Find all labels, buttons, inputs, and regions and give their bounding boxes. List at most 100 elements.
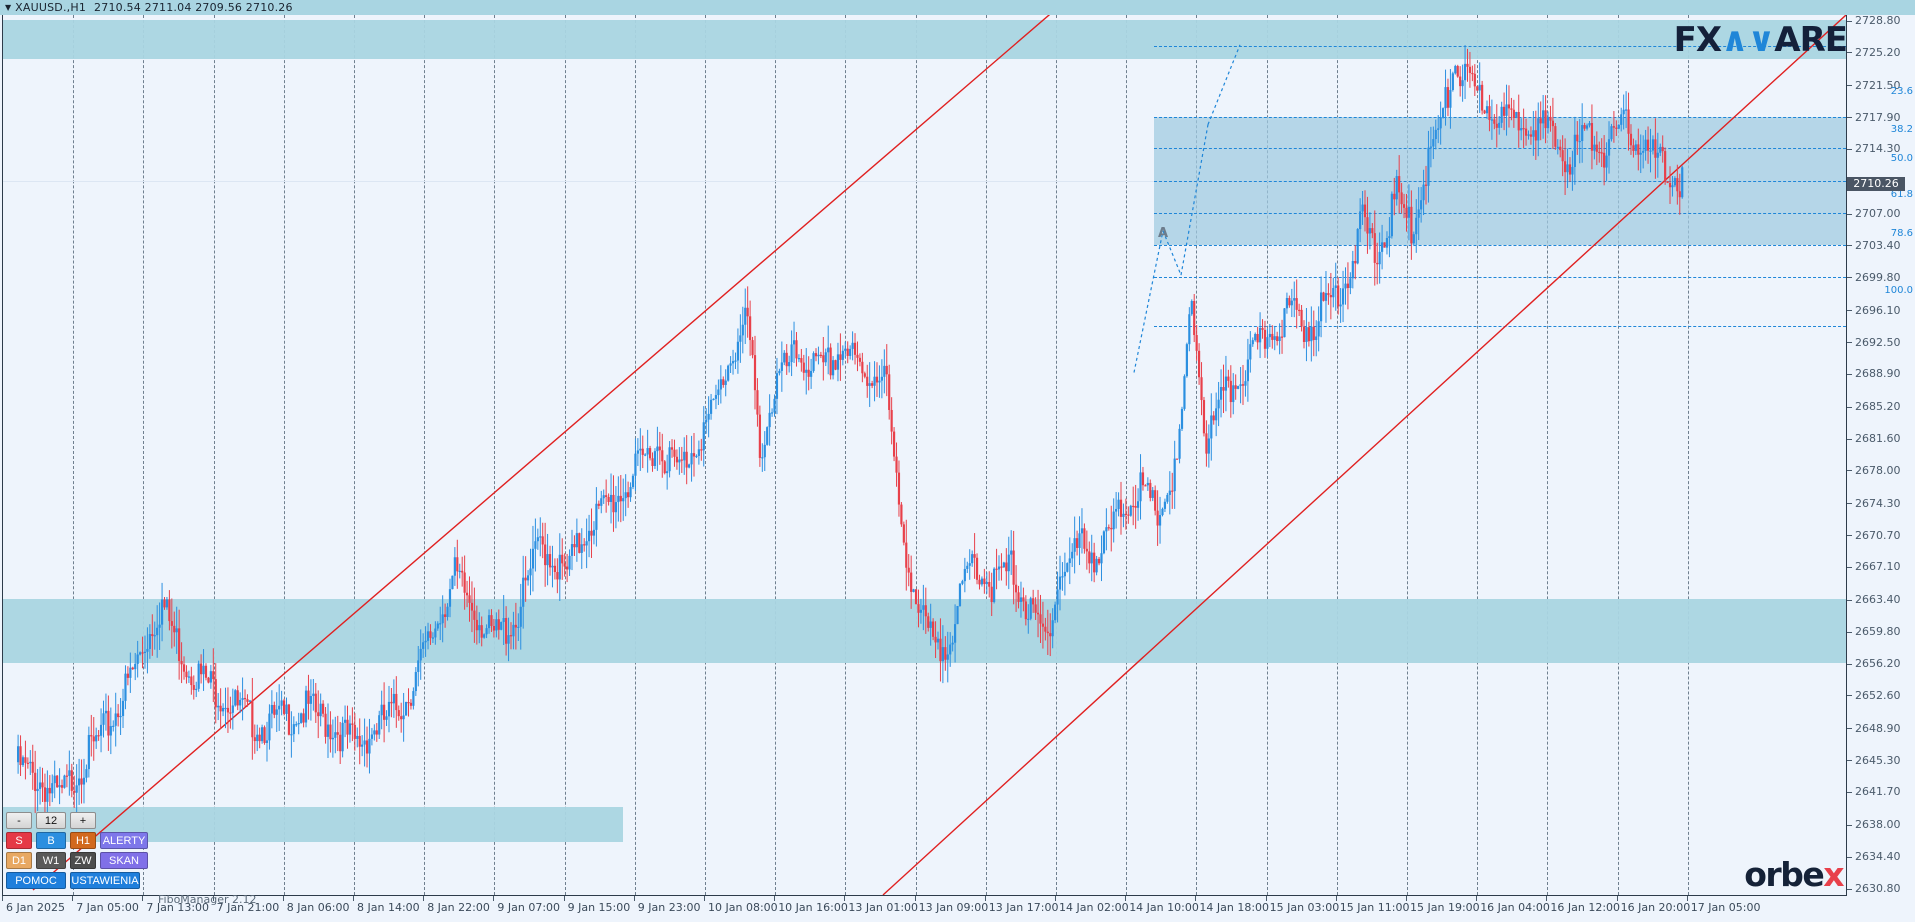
candle-body — [112, 725, 115, 728]
time-tick-mark — [563, 896, 565, 901]
candle-body — [1332, 288, 1335, 298]
candle-body — [31, 761, 34, 773]
time-axis[interactable]: 6 Jan 2025 7 Jan 05:00 7 Jan 13:00 7 Jan 21… — [0, 896, 1915, 922]
candle-body — [988, 581, 991, 587]
candle-body — [878, 380, 881, 383]
candle-body — [1329, 295, 1332, 298]
buy-button[interactable]: B — [36, 832, 66, 849]
candle-body — [995, 568, 998, 570]
candle-body — [1483, 110, 1486, 114]
candle-body — [392, 693, 395, 704]
candle-body — [60, 785, 64, 788]
candle-body — [1563, 161, 1567, 173]
candle-body — [256, 734, 259, 742]
time-tick-mark — [1125, 896, 1127, 901]
time-tick-mark — [282, 896, 284, 901]
candle-body — [1254, 334, 1257, 341]
candle-body — [1412, 234, 1415, 244]
candle-body — [1054, 604, 1057, 621]
candle-body — [917, 604, 920, 613]
candle-body — [34, 772, 37, 792]
d1-button[interactable]: D1 — [6, 852, 32, 869]
time-tick-label: 9 Jan 07:00 — [497, 901, 561, 914]
candle-body — [209, 671, 212, 683]
candle-body — [1581, 125, 1584, 141]
candle-body — [505, 618, 508, 644]
h1-button[interactable]: H1 — [70, 832, 96, 849]
candle-body — [831, 360, 835, 376]
zw-button[interactable]: ZW — [70, 852, 96, 869]
candle-body — [1210, 415, 1213, 439]
candle-body — [1454, 66, 1457, 74]
candle-body — [1351, 260, 1354, 279]
chart-plot-area[interactable]: A — [3, 15, 1846, 895]
candle-body — [1200, 377, 1203, 401]
candle-body — [1646, 139, 1650, 151]
price-tick: 2703.40 — [1847, 239, 1915, 252]
candle-body — [1241, 384, 1245, 386]
vertical-gridline — [1547, 15, 1549, 895]
w1-button[interactable]: W1 — [36, 852, 66, 869]
candle-body — [749, 316, 752, 341]
candle-body — [561, 554, 564, 564]
candle-body — [295, 724, 298, 726]
help-button[interactable]: POMOC — [6, 872, 66, 889]
fxware-logo-wave-icon: ∧∨ — [1721, 20, 1775, 60]
candle-body — [1502, 106, 1506, 116]
candle-body — [927, 616, 930, 628]
vertical-gridline — [354, 15, 355, 895]
candle-body — [1422, 184, 1425, 201]
current-price-tag: 2710.26 — [1847, 177, 1905, 192]
candle-body — [658, 446, 661, 451]
candle-body — [82, 777, 86, 785]
candle-body — [1119, 499, 1123, 517]
candle-body — [1017, 592, 1020, 602]
candle-body — [246, 699, 249, 702]
candle-body — [380, 704, 383, 716]
price-axis[interactable]: 2710.26 2728.80 2725.20 2721.50 2717.90 2714… — [1847, 14, 1915, 895]
orbex-logo-x-icon: x — [1823, 855, 1844, 894]
candle-body — [617, 495, 620, 503]
candle-body — [639, 448, 642, 451]
candle-body — [1471, 72, 1474, 75]
candle-body — [1258, 327, 1262, 343]
price-tick: 2667.10 — [1847, 560, 1915, 573]
fibomanager-panel[interactable]: -12 + S B H1 ALERTY D1 W1 ZW SKAN POMOC USTAWIENIA — [6, 812, 148, 892]
candle-body — [1642, 150, 1645, 153]
candle-body — [353, 724, 356, 739]
scan-button[interactable]: SKAN — [100, 852, 148, 869]
chevron-down-icon[interactable]: ▼ — [5, 2, 12, 12]
candle-body — [563, 563, 566, 567]
time-tick-label: 15 Jan 19:00 — [1410, 901, 1480, 914]
candle-body — [329, 724, 332, 740]
candle-body — [1073, 538, 1076, 552]
candle-body — [495, 619, 498, 631]
candle-body — [1627, 109, 1630, 134]
candle-body — [1441, 108, 1445, 118]
candle-body — [1246, 359, 1249, 382]
candle-body — [751, 340, 754, 356]
candle-body — [734, 360, 737, 362]
candle-body — [1058, 576, 1062, 590]
candle-body — [890, 409, 893, 432]
period-value[interactable]: 12 — [36, 812, 66, 829]
settings-button[interactable]: USTAWIENIA — [70, 872, 140, 889]
candle-body — [522, 577, 525, 607]
increase-button[interactable]: + — [70, 812, 96, 829]
candle-body — [980, 578, 984, 585]
time-tick-label: 13 Jan 17:00 — [988, 901, 1059, 914]
candle-body — [705, 419, 708, 423]
time-tick-label: 7 Jan 21:00 — [216, 901, 280, 914]
candle-body — [1251, 340, 1254, 345]
candle-body — [910, 572, 913, 592]
decrease-button[interactable]: - — [6, 812, 32, 829]
alerts-button[interactable]: ALERTY — [100, 832, 148, 849]
sell-button[interactable]: S — [6, 832, 32, 849]
price-tick: 2630.80 — [1847, 882, 1915, 895]
candle-body — [1158, 515, 1162, 526]
candle-body — [1136, 501, 1140, 508]
candle-body — [1219, 387, 1223, 400]
time-tick-label: 8 Jan 06:00 — [286, 901, 350, 914]
candle-body — [424, 640, 427, 643]
vertical-gridline — [1407, 15, 1408, 895]
